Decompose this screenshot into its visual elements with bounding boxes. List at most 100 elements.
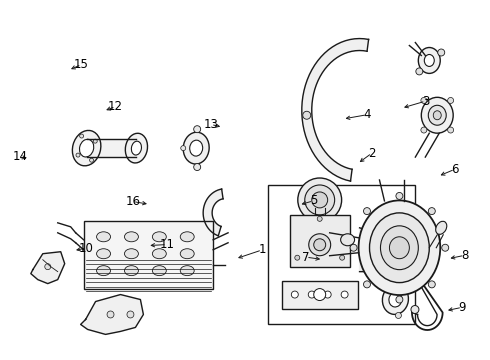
Ellipse shape	[382, 285, 409, 314]
Ellipse shape	[396, 296, 403, 303]
Text: 2: 2	[368, 147, 376, 159]
Bar	[84, 221, 213, 289]
Ellipse shape	[97, 266, 111, 276]
Ellipse shape	[298, 178, 342, 222]
Text: 4: 4	[363, 108, 371, 121]
Polygon shape	[81, 294, 144, 334]
Ellipse shape	[411, 306, 419, 314]
Ellipse shape	[428, 281, 435, 288]
Ellipse shape	[359, 201, 440, 295]
Ellipse shape	[309, 234, 331, 256]
Ellipse shape	[107, 311, 114, 318]
Text: 5: 5	[310, 194, 317, 207]
Polygon shape	[302, 39, 368, 181]
Text: 12: 12	[108, 100, 123, 113]
Ellipse shape	[90, 158, 94, 162]
Ellipse shape	[152, 266, 166, 276]
Ellipse shape	[390, 237, 409, 259]
Ellipse shape	[421, 98, 427, 103]
Text: 3: 3	[422, 95, 429, 108]
Ellipse shape	[180, 232, 194, 242]
Ellipse shape	[303, 111, 311, 119]
Ellipse shape	[364, 208, 370, 215]
Ellipse shape	[152, 249, 166, 259]
Ellipse shape	[131, 141, 142, 155]
Ellipse shape	[125, 133, 147, 163]
Ellipse shape	[424, 54, 434, 67]
Ellipse shape	[390, 280, 395, 287]
Ellipse shape	[180, 266, 194, 276]
Ellipse shape	[93, 139, 97, 143]
Text: 16: 16	[125, 195, 140, 208]
Ellipse shape	[448, 127, 454, 133]
Ellipse shape	[317, 216, 322, 221]
Ellipse shape	[433, 111, 441, 120]
Ellipse shape	[181, 146, 186, 150]
Bar	[290, 215, 349, 267]
Ellipse shape	[314, 239, 326, 251]
Text: 13: 13	[203, 118, 218, 131]
Ellipse shape	[79, 139, 94, 157]
Ellipse shape	[396, 193, 403, 199]
Ellipse shape	[367, 262, 372, 267]
Ellipse shape	[448, 98, 454, 103]
Ellipse shape	[341, 234, 355, 246]
Ellipse shape	[183, 132, 209, 164]
Polygon shape	[87, 139, 136, 157]
Ellipse shape	[180, 249, 194, 259]
Ellipse shape	[73, 130, 101, 166]
Ellipse shape	[45, 264, 51, 270]
Ellipse shape	[194, 126, 201, 133]
Ellipse shape	[428, 208, 435, 215]
Ellipse shape	[314, 289, 326, 301]
Text: 8: 8	[461, 249, 468, 262]
Text: 9: 9	[459, 301, 466, 314]
Text: 10: 10	[79, 242, 94, 255]
Polygon shape	[360, 228, 387, 272]
Ellipse shape	[438, 49, 445, 56]
Ellipse shape	[97, 249, 111, 259]
Ellipse shape	[421, 127, 427, 133]
Ellipse shape	[389, 292, 402, 307]
Ellipse shape	[308, 291, 315, 298]
Ellipse shape	[416, 68, 423, 75]
Ellipse shape	[364, 281, 370, 288]
Ellipse shape	[76, 153, 80, 157]
Ellipse shape	[340, 255, 344, 260]
Ellipse shape	[295, 255, 300, 260]
Ellipse shape	[292, 291, 298, 298]
Ellipse shape	[350, 244, 357, 251]
Ellipse shape	[190, 140, 203, 156]
Ellipse shape	[127, 311, 134, 318]
Ellipse shape	[428, 105, 446, 125]
Ellipse shape	[442, 244, 449, 251]
Bar	[282, 280, 358, 309]
Text: 14: 14	[13, 150, 28, 163]
Ellipse shape	[421, 97, 453, 133]
Ellipse shape	[418, 48, 440, 73]
Text: 11: 11	[159, 238, 174, 251]
Text: 1: 1	[258, 243, 266, 256]
Ellipse shape	[124, 266, 138, 276]
Text: 7: 7	[302, 251, 310, 264]
Text: 15: 15	[74, 58, 89, 71]
Ellipse shape	[124, 249, 138, 259]
Ellipse shape	[80, 134, 84, 138]
Ellipse shape	[369, 213, 429, 283]
Ellipse shape	[395, 312, 401, 319]
Ellipse shape	[152, 232, 166, 242]
Ellipse shape	[341, 291, 348, 298]
Ellipse shape	[367, 242, 372, 247]
Ellipse shape	[380, 226, 418, 270]
Ellipse shape	[383, 279, 391, 287]
Ellipse shape	[97, 232, 111, 242]
Polygon shape	[203, 189, 223, 236]
Bar	[268, 185, 416, 324]
Polygon shape	[31, 252, 65, 284]
Ellipse shape	[436, 221, 447, 234]
Ellipse shape	[194, 163, 201, 171]
Ellipse shape	[312, 192, 328, 208]
Ellipse shape	[324, 291, 331, 298]
Ellipse shape	[305, 185, 335, 215]
Ellipse shape	[124, 232, 138, 242]
